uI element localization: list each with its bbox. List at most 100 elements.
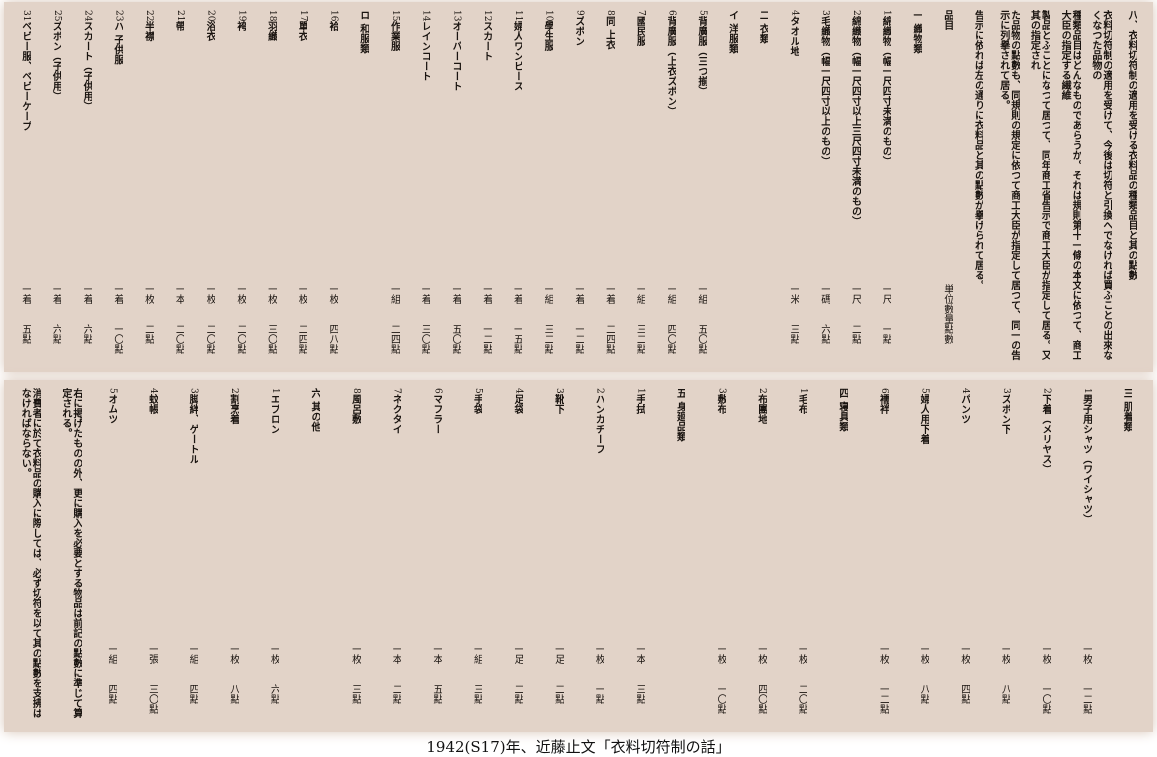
item-number: 3 [716,388,727,394]
item-unit: 一枚 [296,284,308,304]
text-column: 右に掲げたものの外、更に購入を必要とする物品は前記の點數に準じて算定される。 [51,388,92,724]
item-unit: 一着 [511,284,523,304]
item-points: 四〇點 [665,324,677,354]
document-panel: 八、衣料切符制の適用を受ける衣料品の種類品目と其の點數 衣料切符制の適用を受けて、… [4,2,1153,372]
text-column: 八、衣料切符制の適用を受ける衣料品の種類品目と其の點數 [1116,10,1147,364]
item-text: 背廣服（上衣ズボン） [665,15,677,116]
item-number: 13 [451,10,462,22]
item-number: 11 [512,10,523,22]
item-text: 五 身廻品類 [674,388,686,442]
item-number: 4 [960,388,971,394]
item-points: 一〇點 [715,684,727,714]
item-unit: 一枚 [593,644,605,664]
item-text: た品物の點數も、同規則の規定に依つて商工大臣が指定して居つて、同一の告示に列擧さ… [997,10,1020,360]
item-number: 20 [205,10,216,22]
item-text: 靴下 [552,393,564,414]
text-column: 18 羽織 一枚 三〇點 [256,10,287,364]
item-points: 六點 [818,324,830,344]
item-points: 五〇點 [695,324,707,354]
item-points: 八點 [999,684,1011,704]
item-text: 半襟 [142,21,154,42]
item-text: 脚絆、ゲートル [187,393,199,464]
item-number: 19 [236,10,247,22]
item-text: 背廣服（三つ揃） [695,15,707,96]
item-unit: 一本 [430,644,442,664]
item-text: ベビー服、ベビーケープ [19,21,31,132]
item-unit: 一枚 [265,284,277,304]
item-number: 2 [850,10,861,16]
text-column: 15 作業服 一組 二四點 [379,10,410,364]
item-number: 31 [21,10,32,22]
text-column: 六 其の他 [294,388,335,724]
item-unit: 一本 [633,644,645,664]
item-points: 二〇點 [204,324,216,354]
item-points: 四〇點 [755,684,767,714]
item-points: 二點 [390,684,402,704]
item-points: 八點 [227,684,239,704]
text-column: 31 ベビー服、ベビーケープ 一着 五點 [10,10,41,364]
text-column: 16 袷一枚 四八點 [317,10,348,364]
item-unit: 一尺 [849,284,861,304]
item-points: 五點 [19,324,31,344]
item-number: 5 [472,388,483,394]
item-text: 帶 [173,21,185,32]
item-text: 男子用シャツ（ワイシャツ） [1080,393,1092,524]
text-column: 6 背廣服（上衣ズボン） 一組 四〇點 [655,10,686,364]
item-text: 六 其の他 [309,388,320,432]
text-column: 5 手袋一組三點 [457,388,498,724]
item-unit: 一枚 [755,644,767,664]
item-points: 一點 [880,324,892,344]
item-text: マフラー [430,393,442,434]
item-text: 種類品目はどんなものであらうか。それは規則第十一條の本文に依つて、商工大臣の指定… [1059,10,1082,360]
item-text: オーバーコート [449,21,461,92]
text-column: 消費者に於て衣料品の購入に際しては、必ず切符を以て其の點數を支拂はなければならな… [10,388,51,724]
item-number: 1 [881,10,892,16]
text-column: 4 蚊帳 一張 三〇點 [132,388,173,724]
item-number: 6 [878,388,889,394]
item-unit: 一着 [111,284,123,304]
item-number: 1 [797,388,808,394]
item-unit: 一枚 [796,644,808,664]
text-column: 4 足袋 一足 二點 [497,388,538,724]
item-text: 品目 [941,10,953,30]
item-unit: 一本 [390,644,402,664]
item-text: 四 寝具類 [836,388,848,432]
text-column: 3 敷布 一枚 一〇點 [700,388,741,724]
item-text: 蚊帳 [146,393,158,414]
text-column: 3 毛織物（幅一尺四寸以上のもの） 一碼 六點 [809,10,840,364]
item-unit: 一組 [471,644,483,664]
item-text: 消費者に於て衣料品の購入に際しては、必ず切符を以て其の點數を支拂はなければならな… [19,388,42,718]
item-number: 12 [482,10,493,22]
item-number: 22 [144,10,155,22]
text-column: 6 マフラー 一本 五點 [416,388,457,724]
item-unit: 一着 [50,284,62,304]
item-text: 襦袢 [877,393,889,414]
text-column: 8 風呂敷 一枚 三點 [335,388,376,724]
item-text: 二 衣類 [757,10,769,44]
item-number: 9 [574,10,585,16]
item-number: 3 [188,388,199,394]
item-number: 6 [432,388,443,394]
item-text: 三 肌着類 [1121,388,1133,432]
item-text: スカート（子供用） [81,21,93,112]
item-number: 2 [229,388,240,394]
text-column: 19 袴一枚 二〇點 [225,10,256,364]
item-text: 敷布 [715,393,727,414]
text-column: 3 ズボン下 一枚 八點 [985,388,1026,724]
item-text: 毛布 [796,393,808,414]
text-column: 20 浴衣 一枚 二〇點 [194,10,225,364]
text-column: 1 男子用シャツ（ワイシャツ） 一枚 一二點 [1066,388,1107,724]
text-column: 4 タオル地 一米 三點 [778,10,809,364]
item-text: 手袋 [471,393,483,414]
item-unit: 一碼 [818,284,830,304]
text-column: 2 下着（メリヤス） 一枚 一〇點 [1025,388,1066,724]
item-points: 三點 [471,684,483,704]
item-points: 三點 [788,324,800,344]
item-points: 二點 [849,324,861,344]
item-text: 毛織物（幅一尺四寸以上のもの） [818,15,830,166]
item-text: 婦人用下着 [918,393,930,444]
item-unit: 一枚 [1039,644,1051,664]
item-text: 羽織 [265,21,277,42]
